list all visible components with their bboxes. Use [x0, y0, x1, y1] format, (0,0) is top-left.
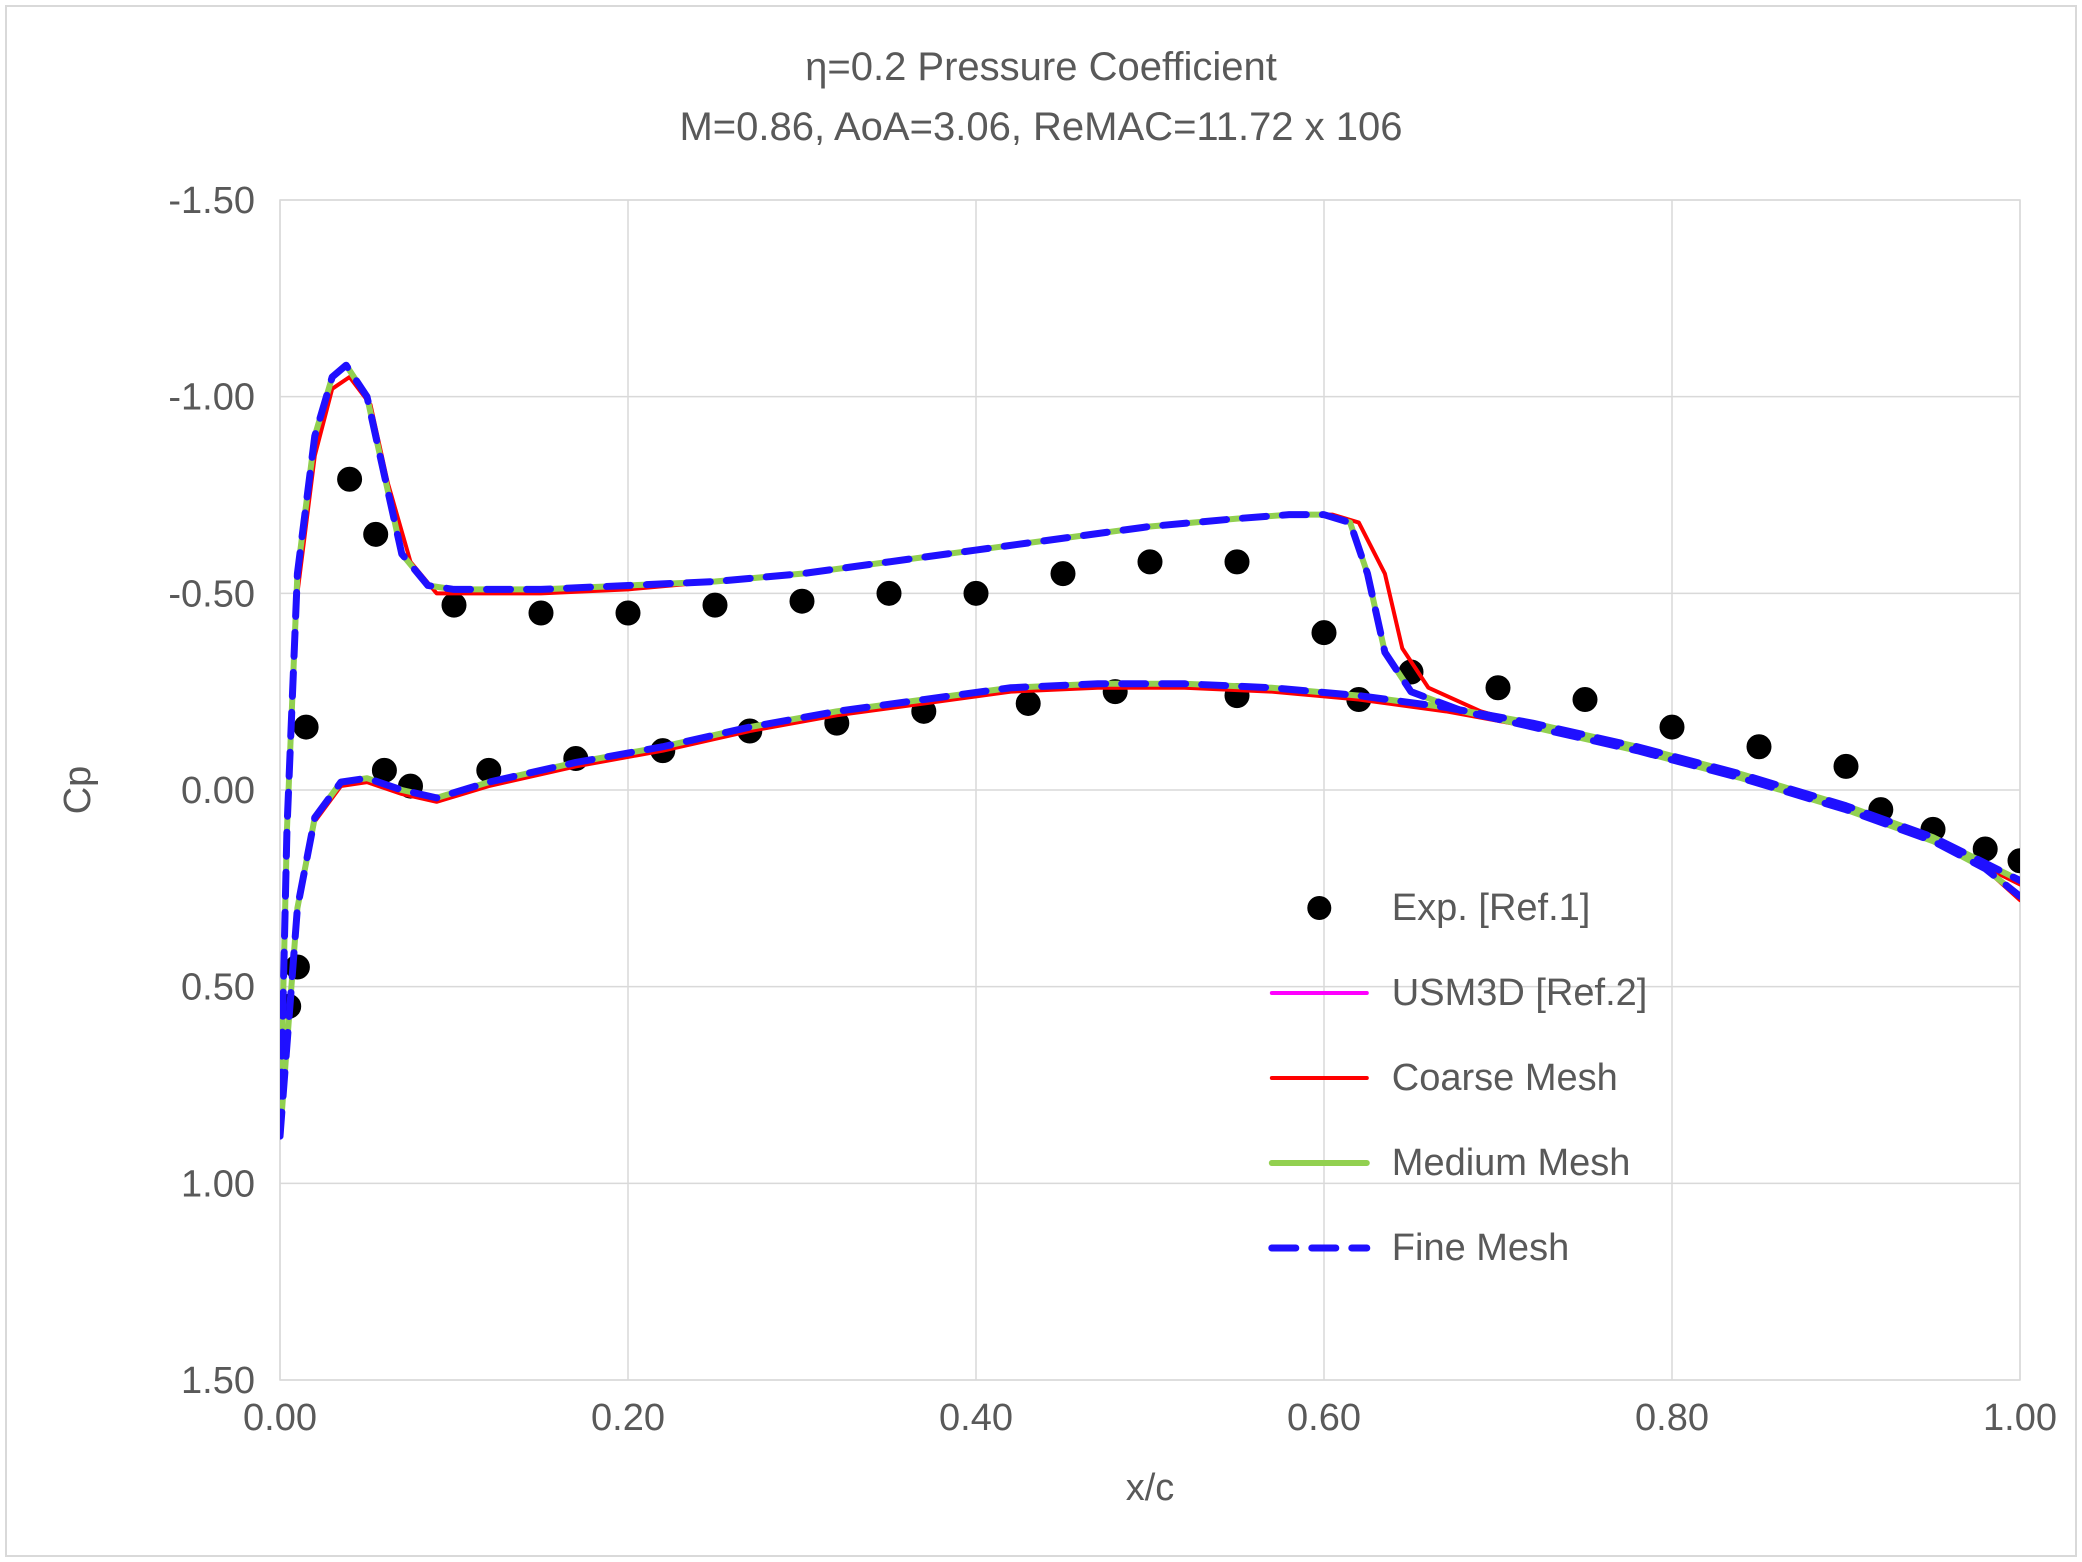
- exp-point: [1051, 562, 1075, 586]
- exp-point: [338, 467, 362, 491]
- legend-marker: [1307, 896, 1331, 920]
- x-tick-label: 0.00: [243, 1397, 317, 1439]
- exp-point: [616, 601, 640, 625]
- chart-container: η=0.2 Pressure Coefficient M=0.86, AoA=3.…: [0, 0, 2082, 1562]
- exp-point: [1312, 621, 1336, 645]
- exp-point: [964, 581, 988, 605]
- y-tick-label: -1.50: [168, 180, 255, 222]
- exp-point: [1834, 754, 1858, 778]
- x-tick-label: 0.80: [1635, 1397, 1709, 1439]
- x-axis-label: x/c: [1126, 1467, 1175, 1509]
- legend-label: Exp. [Ref.1]: [1392, 887, 1591, 929]
- chart-title-line1: η=0.2 Pressure Coefficient: [805, 45, 1277, 89]
- y-tick-label: 0.50: [181, 967, 255, 1009]
- chart-svg: η=0.2 Pressure Coefficient M=0.86, AoA=3.…: [0, 0, 2082, 1562]
- legend-label: Medium Mesh: [1392, 1142, 1631, 1184]
- y-tick-label: 0.00: [181, 770, 255, 812]
- legend-label: Coarse Mesh: [1392, 1057, 1618, 1099]
- exp-point: [790, 589, 814, 613]
- y-tick-label: 1.50: [181, 1360, 255, 1402]
- exp-point: [1660, 715, 1684, 739]
- y-axis-label: Cp: [57, 766, 99, 815]
- exp-point: [1138, 550, 1162, 574]
- exp-point: [442, 593, 466, 617]
- exp-point: [877, 581, 901, 605]
- exp-point: [1747, 735, 1771, 759]
- x-tick-label: 1.00: [1983, 1397, 2057, 1439]
- legend-label: USM3D [Ref.2]: [1392, 972, 1648, 1014]
- exp-point: [1016, 691, 1040, 715]
- y-tick-label: -0.50: [168, 573, 255, 615]
- x-tick-label: 0.60: [1287, 1397, 1361, 1439]
- exp-point: [529, 601, 553, 625]
- x-tick-label: 0.40: [939, 1397, 1013, 1439]
- y-tick-label: 1.00: [181, 1163, 255, 1205]
- x-tick-label: 0.20: [591, 1397, 665, 1439]
- exp-point: [364, 522, 388, 546]
- exp-point: [1573, 688, 1597, 712]
- exp-point: [294, 715, 318, 739]
- exp-point: [1486, 676, 1510, 700]
- chart-title-line2: M=0.86, AoA=3.06, ReMAC=11.72 x 106: [679, 105, 1402, 149]
- exp-point: [1225, 550, 1249, 574]
- exp-point: [703, 593, 727, 617]
- y-tick-label: -1.00: [168, 377, 255, 419]
- legend-label: Fine Mesh: [1392, 1227, 1569, 1269]
- exp-point: [2008, 849, 2032, 873]
